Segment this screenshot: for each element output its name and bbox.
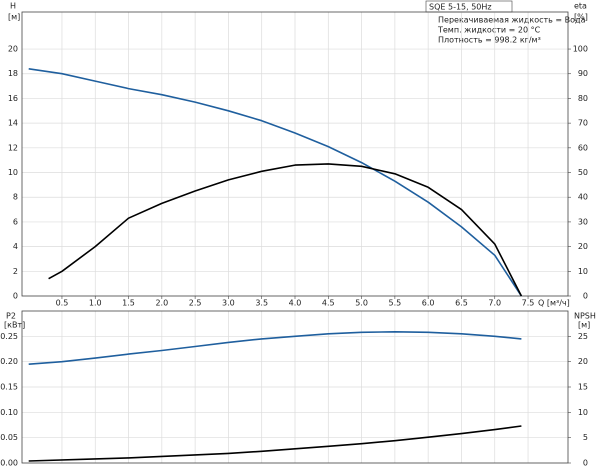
y-tick-label: 8 bbox=[13, 193, 18, 202]
y2-tick-label: 15 bbox=[578, 383, 588, 392]
x-tick-label: 3.0 bbox=[222, 299, 235, 308]
y2-axis-unit: [м] bbox=[578, 321, 590, 330]
y2-tick-label: 5 bbox=[583, 433, 588, 442]
y-tick-label: 0.20 bbox=[0, 357, 18, 366]
y2-tick-label: 25 bbox=[578, 332, 588, 341]
curve bbox=[28, 331, 522, 365]
y-tick-label: 0.15 bbox=[0, 383, 18, 392]
x-tick-label: 3.5 bbox=[255, 299, 268, 308]
y-tick-label: 10 bbox=[8, 168, 18, 177]
y-axis-unit: [м] bbox=[8, 13, 20, 22]
y2-tick-label: 0 bbox=[583, 459, 588, 468]
y2-axis-label: eta bbox=[574, 2, 587, 11]
plot-frame bbox=[21, 310, 569, 464]
y2-tick-label: 10 bbox=[578, 408, 588, 417]
y-tick-label: 12 bbox=[8, 143, 18, 152]
y-axis-unit: [кВт] bbox=[4, 321, 25, 330]
x-tick-label: 6.5 bbox=[455, 299, 468, 308]
y2-axis-label: NPSH bbox=[574, 312, 596, 321]
x-tick-label: 5.5 bbox=[389, 299, 402, 308]
x-tick-label: 4.5 bbox=[322, 299, 335, 308]
x-tick-label: 7.5 bbox=[522, 299, 535, 308]
y-tick-label: 4 bbox=[13, 242, 18, 251]
y2-tick-label: 70 bbox=[578, 119, 588, 128]
y2-tick-label: 40 bbox=[578, 193, 588, 202]
annotation: Перекачиваемая жидкость = Вода bbox=[438, 16, 586, 25]
x-tick-label: 2.5 bbox=[189, 299, 202, 308]
x-tick-label: 2.0 bbox=[155, 299, 168, 308]
y2-tick-label: 20 bbox=[578, 357, 588, 366]
x-tick-label: 4.0 bbox=[289, 299, 302, 308]
y-tick-label: 18 bbox=[8, 69, 18, 78]
x-tick-label: 0.5 bbox=[56, 299, 69, 308]
y-tick-label: 20 bbox=[8, 45, 18, 54]
y2-tick-label: 10 bbox=[578, 267, 588, 276]
annotation: Плотность = 998.2 кг/м³ bbox=[438, 36, 541, 45]
x-tick-label: 1.0 bbox=[89, 299, 102, 308]
x-axis-label: Q [м³/ч] bbox=[538, 299, 570, 308]
y-tick-label: 6 bbox=[13, 217, 18, 226]
y-tick-label: 0.00 bbox=[0, 459, 18, 468]
y2-tick-label: 90 bbox=[578, 69, 588, 78]
chart-title: SQE 5-15, 50Hz bbox=[429, 3, 492, 12]
y2-tick-label: 100 bbox=[573, 45, 588, 54]
y-tick-label: 2 bbox=[13, 267, 18, 276]
y-axis-label: P2 bbox=[6, 312, 16, 321]
y2-tick-label: 50 bbox=[578, 168, 588, 177]
y2-tick-label: 60 bbox=[578, 143, 588, 152]
x-tick-label: 6.0 bbox=[422, 299, 435, 308]
y2-axis-unit: [%] bbox=[574, 13, 588, 22]
y2-tick-label: 0 bbox=[583, 292, 588, 301]
curve bbox=[28, 425, 522, 462]
x-tick-label: 7.0 bbox=[488, 299, 501, 308]
y-axis-label: H bbox=[10, 2, 16, 11]
y2-tick-label: 30 bbox=[578, 217, 588, 226]
y-tick-label: 0.10 bbox=[0, 408, 18, 417]
x-tick-label: 5.0 bbox=[355, 299, 368, 308]
y-tick-label: 16 bbox=[8, 94, 18, 103]
annotation: Темп. жидкости = 20 °C bbox=[437, 26, 541, 35]
y2-tick-label: 80 bbox=[578, 94, 588, 103]
y-tick-label: 0.25 bbox=[0, 332, 18, 341]
y2-tick-label: 20 bbox=[578, 242, 588, 251]
curve bbox=[28, 68, 523, 297]
x-tick-label: 1.5 bbox=[122, 299, 135, 308]
y-tick-label: 0.05 bbox=[0, 433, 18, 442]
y-tick-label: 14 bbox=[8, 119, 18, 128]
curve bbox=[48, 163, 523, 297]
y-tick-label: 0 bbox=[13, 292, 18, 301]
